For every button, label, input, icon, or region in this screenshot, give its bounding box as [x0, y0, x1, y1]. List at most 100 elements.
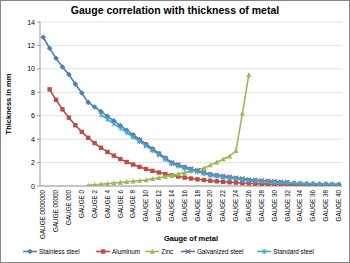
- point-marker: [80, 130, 84, 134]
- legend-label: Standard steel: [273, 248, 314, 255]
- point-marker: [73, 81, 79, 87]
- point-marker: [47, 45, 53, 51]
- x-tick-label: GAUGE 16: [181, 190, 188, 222]
- x-tick-label: GAUGE 00000: [52, 190, 59, 233]
- grid-line: [40, 92, 342, 93]
- point-marker: [337, 182, 341, 186]
- legend-label: Stainless steel: [39, 248, 80, 255]
- legend-marker: [186, 249, 190, 253]
- point-marker: [195, 169, 199, 174]
- point-marker: [311, 181, 315, 186]
- point-marker: [111, 180, 116, 185]
- point-marker: [92, 141, 96, 145]
- point-marker: [292, 181, 296, 186]
- y-tick-label: 12: [27, 42, 35, 49]
- point-marker: [279, 180, 283, 185]
- point-marker: [182, 175, 186, 179]
- legend-marker: [27, 249, 33, 255]
- legend-marker: [101, 249, 105, 253]
- y-tick-label: 6: [31, 112, 35, 119]
- series-line: [50, 89, 339, 185]
- point-marker: [99, 146, 103, 150]
- point-marker: [182, 165, 186, 170]
- point-marker: [131, 134, 135, 139]
- y-axis: [40, 22, 41, 186]
- point-marker: [215, 179, 219, 183]
- point-marker: [105, 181, 110, 186]
- point-marker: [99, 182, 104, 186]
- point-marker: [118, 125, 122, 130]
- y-tick-label: 2: [31, 159, 35, 166]
- y-tick-label: 4: [31, 136, 35, 143]
- point-marker: [246, 72, 251, 77]
- point-marker: [118, 157, 122, 161]
- point-marker: [247, 178, 251, 183]
- point-marker: [208, 173, 212, 178]
- series-line: [101, 115, 339, 185]
- legend-marker: [262, 249, 266, 254]
- point-marker: [317, 181, 321, 186]
- point-marker: [125, 160, 129, 164]
- point-marker: [324, 182, 328, 186]
- x-tick-label: GAUGE 28: [258, 190, 265, 222]
- point-marker: [298, 181, 302, 186]
- point-marker: [202, 178, 206, 182]
- series-line: [133, 136, 287, 182]
- x-tick-label: GAUGE 6: [117, 190, 124, 218]
- plot-area: [40, 34, 341, 186]
- point-marker: [53, 56, 59, 62]
- grid-line: [40, 68, 342, 69]
- point-marker: [189, 176, 193, 180]
- y-tick: [37, 186, 40, 187]
- point-marker: [214, 160, 219, 165]
- point-marker: [60, 64, 66, 70]
- series-line: [88, 75, 249, 186]
- x-tick-label: GAUGE 32: [284, 190, 291, 222]
- legend-item: Stainless steel: [23, 248, 80, 255]
- point-marker: [150, 148, 154, 153]
- point-marker: [201, 165, 206, 170]
- point-marker: [208, 162, 213, 167]
- point-marker: [60, 107, 64, 111]
- x-tick-label: GAUGE 0: [78, 190, 85, 218]
- point-marker: [47, 87, 51, 91]
- grid-line: [40, 139, 342, 140]
- y-tick: [37, 45, 40, 46]
- point-marker: [137, 139, 141, 144]
- point-marker: [124, 179, 129, 184]
- y-tick: [37, 22, 40, 23]
- legend-marker: [150, 249, 155, 254]
- y-tick-label: 14: [27, 19, 35, 26]
- point-marker: [73, 123, 77, 127]
- grid-line: [40, 45, 342, 46]
- chart: Gauge correlation with thickness of meta…: [0, 0, 350, 263]
- point-marker: [92, 182, 97, 186]
- x-tick-label: GAUGE 38: [322, 190, 329, 222]
- point-marker: [259, 179, 263, 184]
- point-marker: [105, 117, 109, 122]
- y-tick-label: 0: [31, 183, 35, 190]
- y-tick: [37, 68, 40, 69]
- point-marker: [157, 152, 161, 157]
- y-tick-label: 8: [31, 89, 35, 96]
- point-marker: [266, 179, 270, 184]
- point-marker: [66, 72, 72, 78]
- point-marker: [221, 156, 226, 161]
- point-marker: [195, 177, 199, 181]
- point-marker: [150, 169, 154, 173]
- y-tick: [37, 139, 40, 140]
- chart-frame: [1, 1, 350, 263]
- y-axis-title: Thickness in mm: [4, 73, 13, 134]
- legend-item: Aluminum: [96, 248, 140, 255]
- point-marker: [170, 161, 174, 166]
- x-tick-label: GAUGE 30: [271, 190, 278, 222]
- point-marker: [105, 150, 109, 154]
- grid-line: [40, 22, 342, 23]
- point-marker: [169, 173, 174, 178]
- x-tick-label: GAUGE 12: [155, 190, 162, 222]
- point-marker: [92, 104, 98, 110]
- point-marker: [86, 136, 90, 140]
- x-tick-label: GAUGE 34: [296, 190, 303, 222]
- legend-label: Zinc: [161, 248, 173, 255]
- legend-item: Galvanized steel: [181, 248, 244, 255]
